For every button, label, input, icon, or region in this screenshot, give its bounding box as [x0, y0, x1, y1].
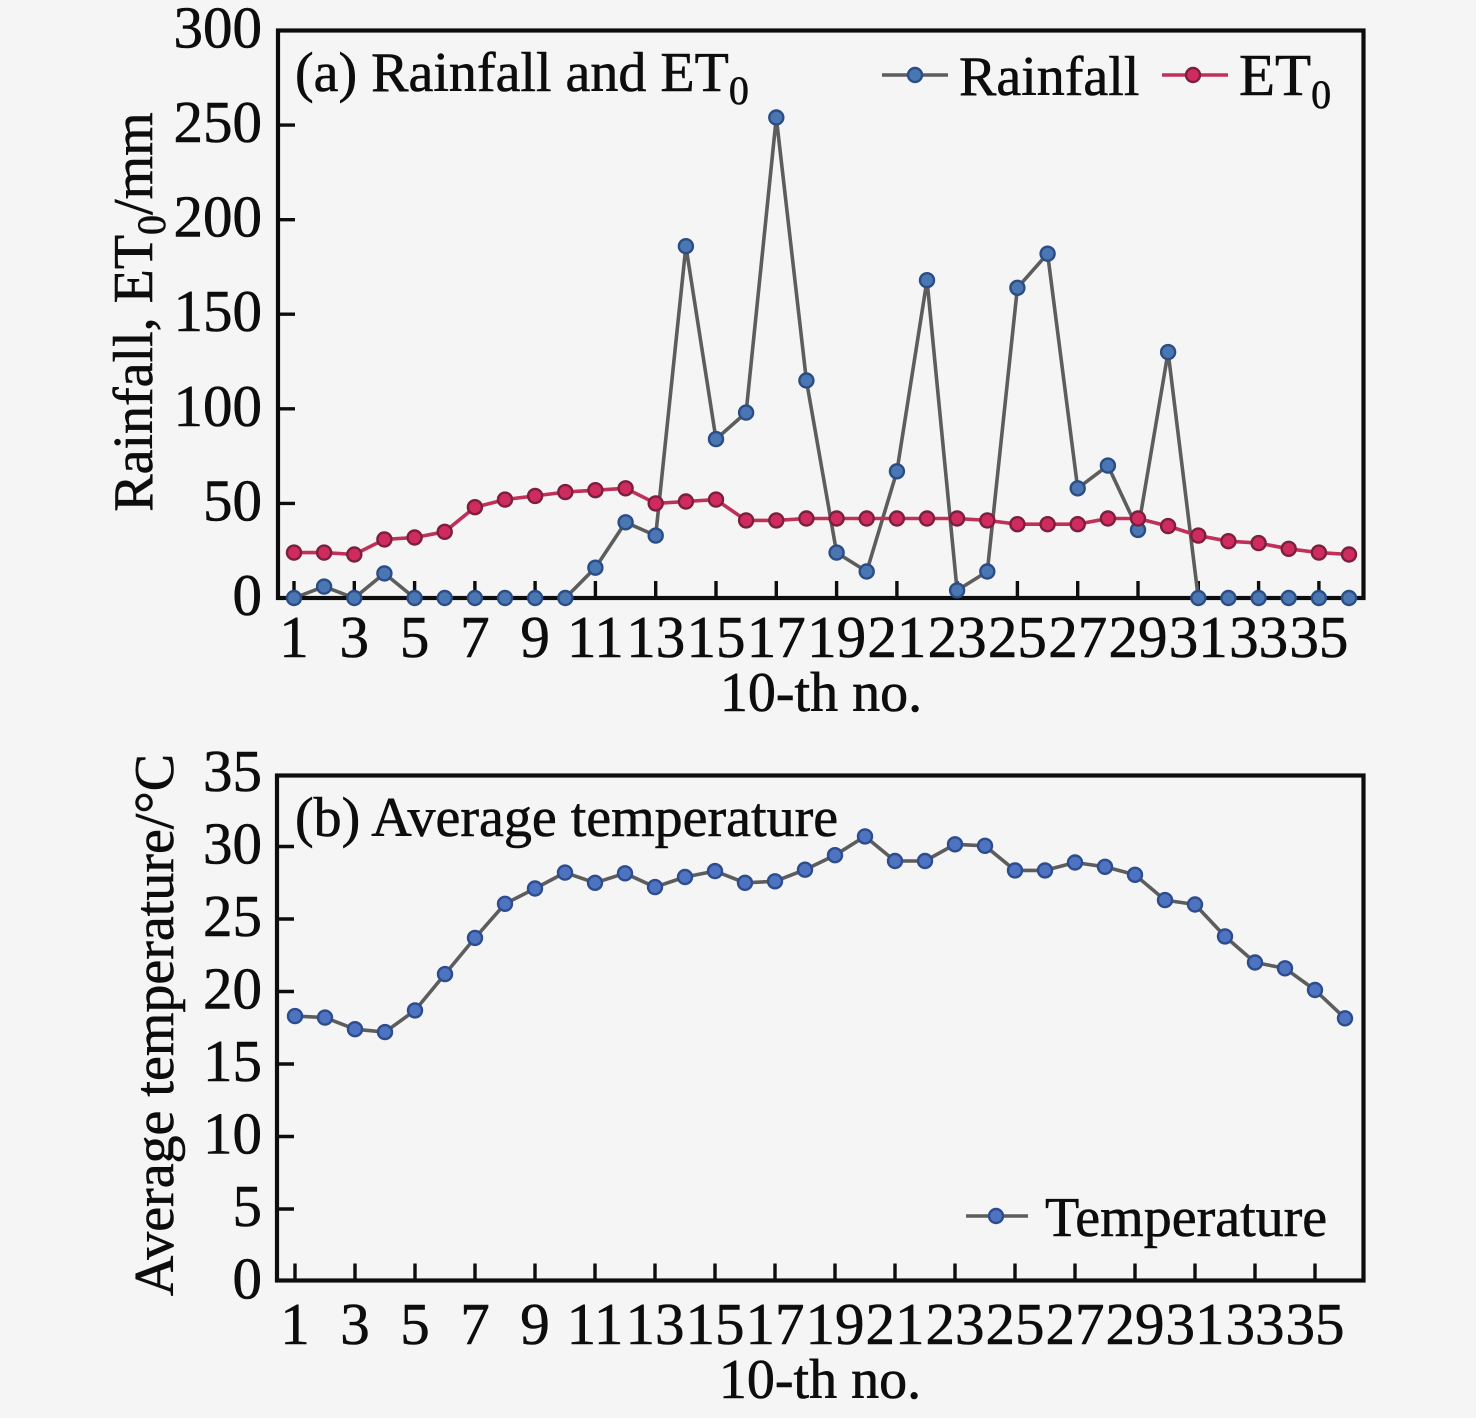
svg-text:9: 9	[520, 1291, 550, 1357]
svg-text:Rainfall: Rainfall	[959, 46, 1139, 108]
svg-text:25: 25	[988, 604, 1047, 670]
svg-text:1: 1	[279, 604, 309, 670]
svg-text:15: 15	[203, 1028, 262, 1094]
svg-text:10-th no.: 10-th no.	[720, 662, 922, 724]
svg-text:100: 100	[174, 373, 263, 439]
svg-text:19: 19	[807, 604, 866, 670]
svg-text:0: 0	[233, 1246, 263, 1312]
svg-text:9: 9	[520, 604, 550, 670]
svg-text:29: 29	[1109, 604, 1168, 670]
svg-text:25: 25	[203, 883, 262, 949]
svg-text:17: 17	[746, 1291, 805, 1357]
svg-text:Average temperature/°C: Average temperature/°C	[124, 754, 186, 1296]
svg-text:31: 31	[1169, 604, 1228, 670]
svg-text:15: 15	[686, 1291, 745, 1357]
svg-text:31: 31	[1166, 1291, 1225, 1357]
svg-text:11: 11	[567, 604, 624, 670]
svg-text:15: 15	[687, 604, 746, 670]
svg-text:17: 17	[747, 604, 806, 670]
svg-text:300: 300	[174, 0, 263, 61]
svg-text:23: 23	[926, 1291, 985, 1357]
svg-text:35: 35	[203, 738, 262, 804]
svg-text:5: 5	[400, 1291, 430, 1357]
svg-text:(b) Average temperature: (b) Average temperature	[295, 787, 838, 849]
svg-text:5: 5	[233, 1173, 263, 1239]
svg-text:21: 21	[867, 604, 926, 670]
svg-text:7: 7	[460, 1291, 490, 1357]
svg-text:50: 50	[203, 467, 262, 533]
svg-text:(a) Rainfall and ET0: (a) Rainfall and ET0	[295, 42, 749, 113]
svg-text:Rainfall, ET0/mm: Rainfall, ET0/mm	[103, 112, 174, 512]
svg-text:0: 0	[233, 562, 263, 628]
svg-text:3: 3	[340, 604, 370, 670]
svg-text:33: 33	[1226, 1291, 1285, 1357]
svg-text:13: 13	[626, 1291, 685, 1357]
svg-text:150: 150	[174, 278, 263, 344]
svg-text:27: 27	[1046, 1291, 1105, 1357]
svg-text:250: 250	[174, 89, 263, 155]
svg-text:20: 20	[203, 956, 262, 1022]
svg-text:1: 1	[280, 1291, 310, 1357]
svg-text:3: 3	[340, 1291, 370, 1357]
svg-text:27: 27	[1048, 604, 1107, 670]
svg-text:7: 7	[460, 604, 490, 670]
svg-text:35: 35	[1289, 604, 1348, 670]
svg-text:13: 13	[626, 604, 685, 670]
svg-text:21: 21	[866, 1291, 925, 1357]
svg-text:25: 25	[986, 1291, 1045, 1357]
svg-text:19: 19	[806, 1291, 865, 1357]
svg-text:5: 5	[400, 604, 430, 670]
svg-text:10: 10	[203, 1101, 262, 1167]
svg-text:11: 11	[567, 1291, 624, 1357]
svg-text:23: 23	[928, 604, 987, 670]
svg-text:10-th no.: 10-th no.	[719, 1349, 921, 1411]
svg-text:33: 33	[1229, 604, 1288, 670]
svg-text:29: 29	[1106, 1291, 1165, 1357]
svg-text:Temperature: Temperature	[1045, 1187, 1327, 1249]
svg-text:35: 35	[1286, 1291, 1345, 1357]
svg-text:30: 30	[203, 811, 262, 877]
svg-text:200: 200	[174, 184, 263, 250]
